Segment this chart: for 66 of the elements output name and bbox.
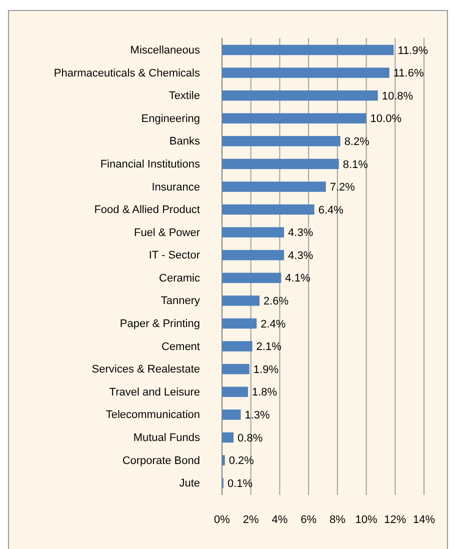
data-label: 2.6%	[264, 296, 289, 308]
data-label: 11.9%	[398, 44, 428, 57]
y-tick-label: Jute	[179, 478, 200, 490]
y-tick-label: Ceramic	[159, 272, 200, 284]
data-label: 7.2%	[330, 182, 356, 194]
bar	[222, 68, 390, 78]
data-label: 10.8%	[382, 90, 414, 102]
data-label: 11.6%	[393, 68, 424, 80]
bar	[222, 364, 250, 374]
bar	[222, 227, 284, 238]
y-tick-label: IT - Sector	[148, 250, 200, 262]
data-label: 4.3%	[288, 227, 314, 240]
data-label: 0.2%	[228, 455, 254, 468]
x-tick-label: 4%	[272, 514, 288, 526]
bar	[222, 341, 252, 352]
data-label: 10.0%	[370, 113, 402, 126]
y-tick-label: Tannery	[160, 295, 200, 308]
x-tick-label: 12%	[384, 514, 406, 526]
bar	[222, 272, 282, 284]
data-label: 4.1%	[285, 272, 310, 285]
y-tick-label: Textile	[168, 90, 200, 102]
data-label: 2.4%	[260, 318, 286, 330]
data-label: 1.3%	[244, 410, 270, 422]
data-label: 4.3%	[288, 250, 314, 262]
bar	[222, 318, 257, 329]
y-tick-label: Telecommunication	[106, 409, 200, 422]
data-label: 0.8%	[238, 432, 263, 444]
bar	[222, 90, 378, 101]
bar	[222, 136, 340, 146]
x-tick-label: 8%	[329, 514, 346, 526]
y-tick-label: Cement	[161, 340, 200, 353]
data-label: 8.1%	[342, 158, 368, 171]
y-tick-label: Fuel & Power	[134, 226, 200, 239]
y-tick-label: Financial Institutions	[100, 158, 200, 170]
x-tick-label: 0%	[214, 514, 230, 526]
data-label: 0.1%	[227, 478, 253, 490]
data-label: 6.4%	[318, 204, 344, 216]
y-tick-label: Travel and Leisure	[109, 386, 200, 398]
y-tick-label: Paper & Printing	[120, 318, 200, 330]
x-tick-label: 6%	[300, 514, 317, 526]
y-tick-label: Pharmaceuticals & Chemicals	[54, 67, 200, 80]
y-tick-label: Banks	[169, 136, 200, 148]
bar	[222, 182, 326, 192]
y-tick-label: Mutual Funds	[133, 432, 200, 444]
x-tick-label: 14%	[412, 514, 436, 526]
data-label: 8.2%	[344, 136, 370, 148]
y-tick-label: Corporate Bond	[122, 454, 200, 467]
y-tick-label: Miscellaneous	[130, 44, 200, 56]
bar	[222, 432, 234, 443]
bar	[222, 113, 366, 124]
x-tick-label: 2%	[242, 514, 260, 526]
y-tick-label: Food & Allied Product	[94, 204, 200, 216]
data-label: 2.1%	[256, 341, 282, 354]
bar	[222, 296, 260, 306]
y-tick-label: Services & Realestate	[92, 364, 200, 376]
bar	[222, 386, 248, 397]
data-label: 1.8%	[252, 386, 278, 399]
y-tick-label: Engineering	[141, 112, 200, 125]
bar	[222, 158, 339, 170]
bar	[222, 44, 394, 56]
data-label: 1.9%	[253, 364, 279, 376]
bar	[222, 204, 314, 215]
y-tick-label: Insurance	[152, 181, 200, 194]
x-tick-label: 10%	[355, 514, 378, 526]
bar	[222, 410, 241, 420]
bar	[222, 250, 284, 260]
